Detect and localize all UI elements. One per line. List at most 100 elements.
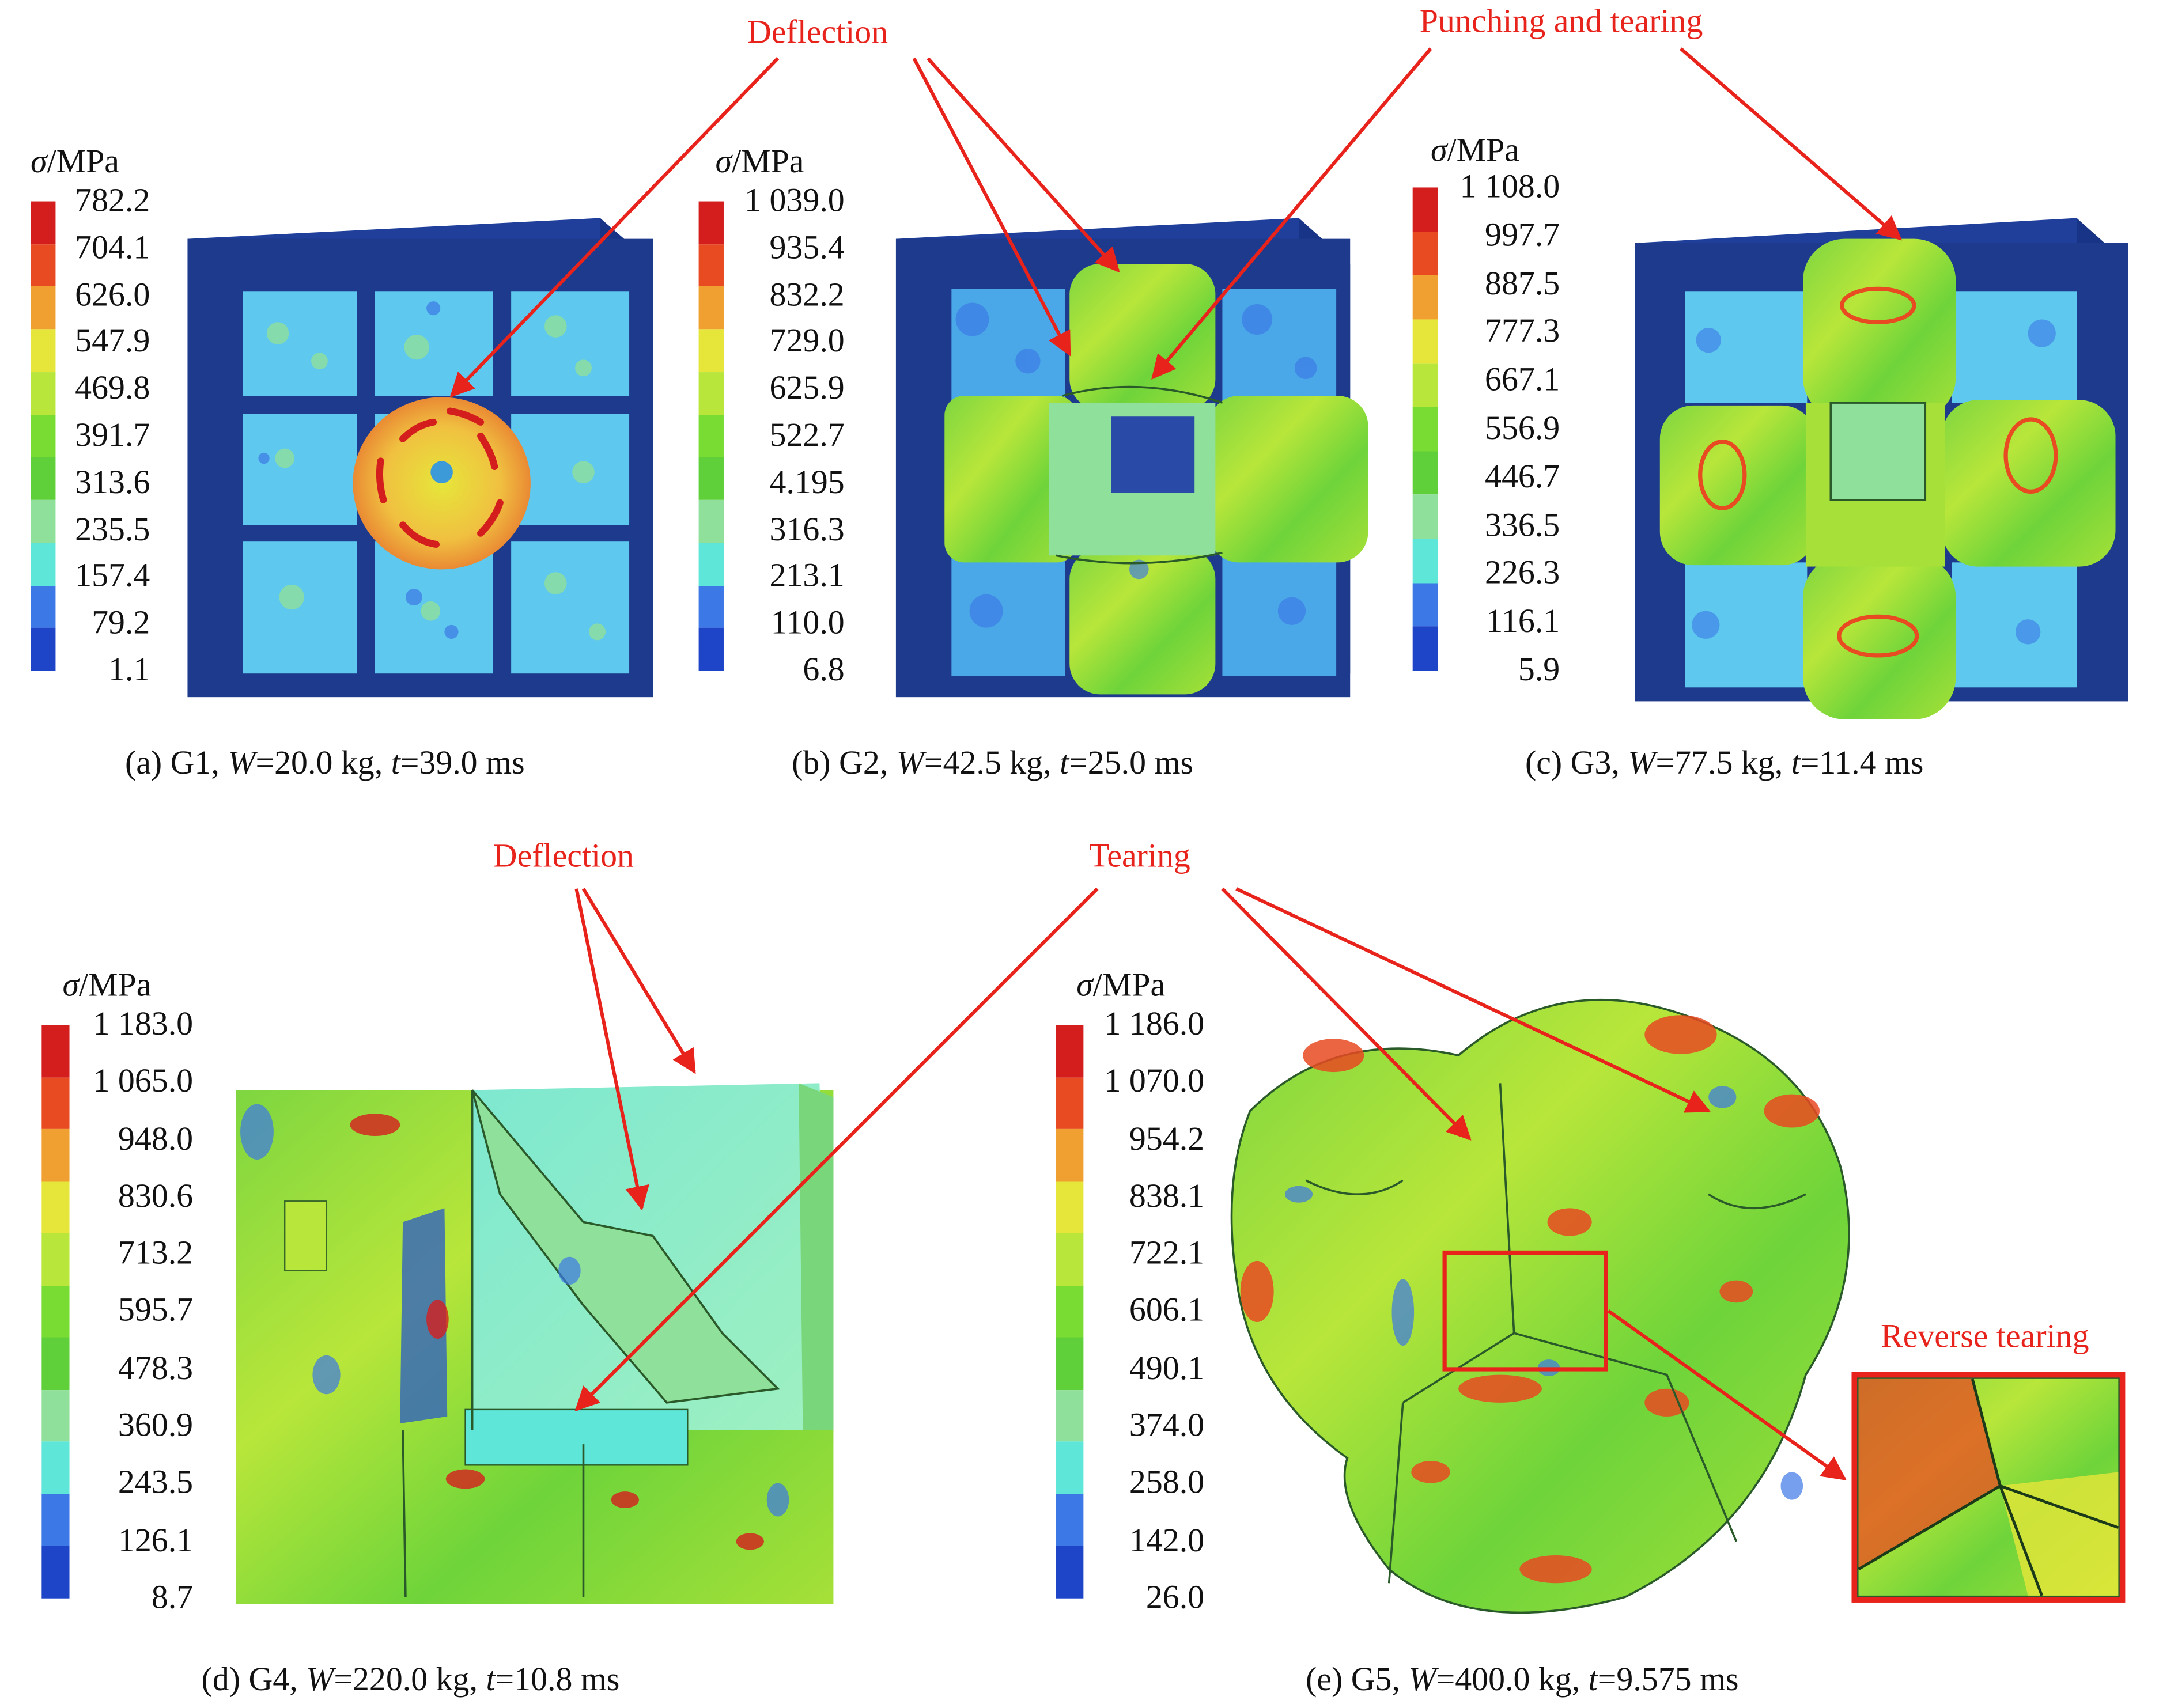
colorbar-tick-label: 316.3 — [769, 512, 845, 548]
colorbar-swatch — [1412, 627, 1438, 671]
panel-a-model — [187, 218, 653, 698]
colorbar-tick-label: 5.9 — [1518, 652, 1560, 689]
colorbar-tick-label: 490.1 — [1129, 1351, 1205, 1387]
colorbar-tick-label: 713.2 — [118, 1236, 194, 1273]
colorbar-tick-label: 954.2 — [1129, 1121, 1205, 1158]
colorbar-tick-label: 556.9 — [1485, 411, 1560, 448]
colorbar-swatch — [698, 585, 724, 628]
colorbar-tick-label: 142.0 — [1129, 1523, 1205, 1559]
colorbar-swatch — [41, 1181, 70, 1234]
colorbar-a — [31, 201, 56, 671]
colorbar-swatch — [31, 415, 56, 458]
colorbar-tick-label: 547.9 — [75, 324, 150, 361]
colorbar-swatch — [698, 244, 724, 287]
colorbar-swatch — [1056, 1338, 1084, 1390]
colorbar-swatch — [1056, 1285, 1084, 1338]
colorbar-tick-label: 729.0 — [769, 324, 845, 361]
colorbar-swatch — [41, 1025, 70, 1077]
colorbar-swatch — [698, 286, 724, 330]
colorbar-tick-label: 478.3 — [118, 1351, 194, 1387]
colorbar-swatch — [41, 1442, 70, 1494]
panel-b-model — [895, 218, 1368, 698]
colorbar-swatch — [41, 1285, 70, 1338]
colorbar-tick-label: 26.0 — [1145, 1580, 1205, 1616]
colorbar-swatch — [1056, 1129, 1084, 1181]
colorbar-tick-label: 997.7 — [1485, 217, 1560, 254]
colorbar-swatch — [1056, 1233, 1084, 1286]
colorbar-tick-label: 360.9 — [118, 1408, 194, 1445]
colorbar-swatch — [1056, 1442, 1084, 1494]
colorbar-tick-label: 1 186.0 — [1104, 1006, 1205, 1043]
colorbar-tick-label: 391.7 — [75, 418, 150, 455]
annotation-reverse-tearing: Reverse tearing — [1881, 1319, 2089, 1355]
colorbar-tick-label: 157.4 — [75, 559, 150, 595]
colorbar-tick-label: 704.1 — [75, 230, 150, 267]
colorbar-swatch — [1412, 451, 1438, 495]
colorbar-swatch — [41, 1389, 70, 1442]
colorbar-swatch — [1412, 363, 1438, 407]
colorbar-swatch — [41, 1338, 70, 1390]
colorbar-tick-label: 110.0 — [770, 605, 845, 642]
colorbar-swatch — [1412, 231, 1438, 275]
colorbar-c — [1412, 187, 1438, 671]
caption-a: (a) G1, W=20.0 kg, t=39.0 ms — [124, 745, 525, 782]
colorbar-tick-label: 1 065.0 — [93, 1064, 194, 1100]
colorbar-tick-label: 313.6 — [75, 465, 150, 501]
colorbar-swatch — [698, 543, 724, 586]
colorbar-d-ticks: 1 183.0 1 065.0 948.0 830.6 713.2 595.7 478.3 3… — [62, 1006, 194, 1615]
colorbar-tick-label: 667.1 — [1485, 362, 1560, 399]
annotation-punching-tearing: Punching and tearing — [1419, 4, 1703, 40]
colorbar-swatch — [1412, 407, 1438, 452]
colorbar-swatch — [31, 329, 56, 372]
caption-c: (c) G3, W=77.5 kg, t=11.4 ms — [1525, 745, 1924, 782]
colorbar-tick-label: 626.0 — [75, 277, 150, 313]
colorbar-swatch — [41, 1129, 70, 1181]
colorbar-tick-label: 1 070.0 — [1104, 1064, 1205, 1100]
annotation-tearing: Tearing — [1088, 839, 1190, 875]
colorbar-tick-label: 1 039.0 — [744, 183, 845, 219]
colorbar-tick-label: 469.8 — [75, 371, 150, 407]
colorbar-tick-label: 446.7 — [1485, 459, 1560, 496]
colorbar-tick-label: 374.0 — [1129, 1408, 1205, 1445]
colorbar-swatch — [31, 585, 56, 628]
colorbar-tick-label: 1 183.0 — [93, 1006, 194, 1043]
colorbar-e-unit: σ/MPa — [1076, 968, 1166, 1004]
colorbar-swatch — [698, 500, 724, 543]
colorbar-tick-label: 213.1 — [769, 559, 845, 595]
colorbar-swatch — [41, 1546, 70, 1599]
colorbar-d — [41, 1025, 70, 1599]
colorbar-swatch — [31, 628, 56, 671]
colorbar-b-unit: σ/MPa — [715, 144, 804, 181]
colorbar-swatch — [41, 1077, 70, 1130]
colorbar-tick-label: 838.1 — [1129, 1179, 1205, 1215]
panel-d-model — [236, 1083, 834, 1604]
colorbar-swatch — [1412, 495, 1438, 539]
colorbar-tick-label: 235.5 — [75, 512, 150, 548]
colorbar-tick-label: 522.7 — [769, 418, 845, 455]
colorbar-swatch — [1056, 1077, 1084, 1130]
colorbar-swatch — [1056, 1181, 1084, 1234]
colorbar-swatch — [41, 1494, 70, 1547]
colorbar-tick-label: 226.3 — [1485, 556, 1560, 592]
colorbar-swatch — [1412, 275, 1438, 320]
colorbar-c-ticks: 1 108.0 997.7 887.5 777.3 667.1 556.9 446.7 336… — [1431, 171, 1560, 688]
colorbar-swatch — [1412, 539, 1438, 583]
colorbar-tick-label: 79.2 — [92, 605, 150, 642]
annotation-deflection-bottom: Deflection — [493, 839, 634, 875]
colorbar-swatch — [1056, 1546, 1084, 1599]
colorbar-tick-label: 116.1 — [1486, 604, 1560, 641]
caption-d: (d) G4, W=220.0 kg, t=10.8 ms — [201, 1662, 620, 1699]
colorbar-tick-label: 126.1 — [118, 1523, 194, 1559]
colorbar-tick-label: 948.0 — [118, 1121, 194, 1158]
colorbar-tick-label: 336.5 — [1485, 508, 1560, 544]
colorbar-swatch — [698, 457, 724, 501]
caption-e: (e) G5, W=400.0 kg, t=9.575 ms — [1306, 1662, 1739, 1699]
colorbar-swatch — [1412, 319, 1438, 363]
colorbar-swatch — [31, 286, 56, 330]
colorbar-swatch — [1056, 1025, 1084, 1077]
colorbar-a-unit: σ/MPa — [31, 144, 119, 181]
colorbar-tick-label: 1 108.0 — [1459, 169, 1560, 206]
caption-b: (b) G2, W=42.5 kg, t=25.0 ms — [792, 745, 1194, 782]
